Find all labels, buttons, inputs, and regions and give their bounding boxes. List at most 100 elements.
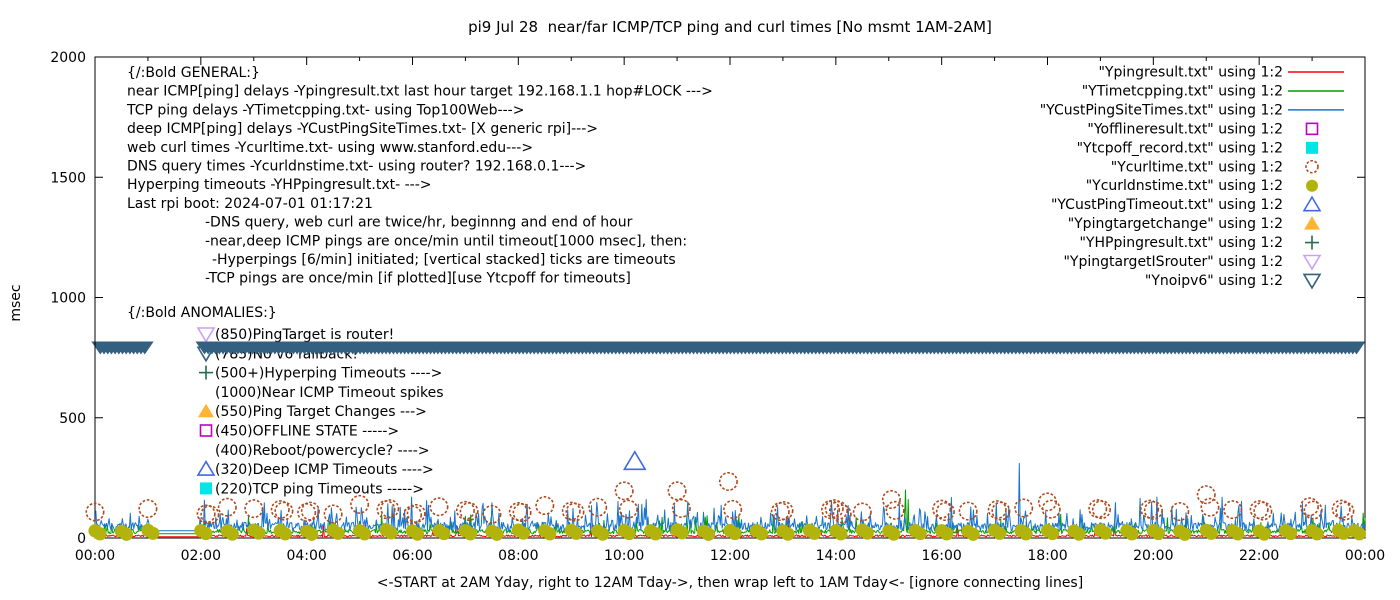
- circle-open-marker: [588, 497, 608, 517]
- circle-open-marker: [1305, 159, 1319, 174]
- x-tick-label: 14:00: [816, 548, 856, 564]
- general-note-line: Hyperping timeouts -YHPpingresult.txt- -…: [127, 177, 432, 193]
- circle-filled-marker: [1178, 527, 1192, 541]
- circle-filled-marker: [966, 527, 980, 541]
- circle-open-marker: [1140, 499, 1160, 519]
- circle-open-marker: [618, 499, 638, 519]
- circle-open-marker: [1331, 499, 1351, 519]
- circle-filled-marker: [331, 526, 345, 540]
- circle-open-marker: [958, 501, 978, 521]
- noipv6-triangle: [1347, 341, 1366, 355]
- circle-open-marker: [244, 499, 264, 519]
- circle-open-marker: [200, 505, 220, 525]
- circle-filled-marker: [93, 527, 107, 541]
- circle-filled-marker: [1310, 527, 1324, 541]
- anomalies-header: {/:Bold ANOMALIES:}: [127, 305, 277, 321]
- legend-label: "Ytcpoff_record.txt" using 1:2: [1077, 140, 1283, 156]
- circle-filled-marker: [1098, 526, 1113, 540]
- circle-open-marker: [614, 481, 634, 501]
- anomaly-note-line: (450)OFFLINE STATE ----->: [215, 424, 399, 440]
- general-note-line: -Hyperpings [6/min] initiated; [vertical…: [212, 252, 676, 268]
- circle-filled-marker: [437, 526, 451, 541]
- triangle-up-filled-marker: [198, 403, 214, 418]
- circle-filled-marker: [675, 526, 689, 540]
- circle-filled-marker: [992, 526, 1007, 540]
- x-tick-label: 04:00: [286, 548, 326, 564]
- y-tick-label: 500: [59, 411, 86, 427]
- in-plot-annotations: {/:Bold GENERAL:} near ICMP[ping] delays …: [126, 65, 713, 497]
- circle-open-marker: [300, 501, 320, 521]
- triangle-up-open-marker: [1302, 195, 1322, 212]
- circle-filled-marker: [1352, 527, 1367, 541]
- circle-open-marker: [1196, 485, 1216, 505]
- circle-open-marker: [196, 504, 216, 524]
- x-tick-label: 06:00: [392, 548, 432, 564]
- circle-open-marker: [274, 501, 294, 521]
- circle-filled-marker: [305, 527, 319, 541]
- circle-filled-marker: [1204, 526, 1218, 540]
- circle-filled-marker: [199, 526, 213, 541]
- y-axis-label: msec: [8, 284, 24, 321]
- noipv6-band: [91, 341, 1366, 355]
- legend-label: "Ycurldnstime.txt" using 1:2: [1086, 178, 1283, 194]
- circle-filled-marker: [728, 526, 742, 541]
- anomaly-note-line: (550)Ping Target Changes --->: [215, 404, 427, 420]
- circle-open-marker: [935, 502, 955, 522]
- legend-label: "YpingtargetISrouter" using 1:2: [1063, 254, 1283, 270]
- circle-open-marker: [1253, 501, 1273, 521]
- legend: "Ypingresult.txt" using 1:2 "YTimetcpping…: [1040, 65, 1344, 290]
- circle-filled-marker: [1019, 527, 1033, 541]
- circle-open-marker: [1041, 499, 1061, 519]
- x-tick-label: 08:00: [498, 548, 538, 564]
- triangle-down-open-marker: [1302, 273, 1322, 290]
- circle-open-marker: [1303, 500, 1323, 520]
- square-filled-marker: [200, 482, 212, 495]
- circle-open-marker: [561, 501, 581, 521]
- legend-label: "Ycurltime.txt" using 1:2: [1111, 159, 1283, 175]
- circle-open-marker: [932, 499, 952, 519]
- circle-filled-marker: [278, 527, 292, 541]
- circle-open-marker: [1200, 497, 1220, 517]
- circle-open-marker: [1143, 500, 1163, 520]
- legend-label: "Yofflineresult.txt" using 1:2: [1087, 121, 1283, 137]
- y-tick-label: 1500: [50, 170, 86, 186]
- circle-open-marker: [832, 504, 852, 524]
- x-axis-label: <-START at 2AM Yday, right to 12AM Tday-…: [377, 575, 1083, 591]
- general-note-line: near ICMP[ping] delays -Ypingresult.txt …: [127, 84, 713, 100]
- circle-open-marker: [774, 501, 794, 521]
- circle-open-marker: [991, 501, 1011, 521]
- circle-filled-marker: [516, 526, 530, 540]
- circle-open-marker: [671, 498, 691, 518]
- circle-open-marker: [459, 502, 479, 522]
- triangle-down-open-marker: [1302, 254, 1322, 271]
- general-note-line: web curl times -Ycurltime.txt- using www…: [127, 140, 533, 156]
- x-tick-label: 02:00: [181, 548, 221, 564]
- circle-filled-marker: [1125, 527, 1139, 541]
- triangle-down-open-marker: [196, 327, 216, 344]
- x-tick-label: 16:00: [921, 548, 961, 564]
- legend-label: "Ypingresult.txt" using 1:2: [1098, 65, 1283, 81]
- square-open-marker: [1305, 122, 1319, 136]
- legend-label: "Ynoipv6" using 1:2: [1145, 273, 1283, 289]
- x-tick-label: 18:00: [1027, 548, 1067, 564]
- circle-open-marker: [535, 496, 555, 516]
- circle-filled-marker: [384, 526, 398, 540]
- circle-filled-marker: [940, 527, 954, 541]
- circle-filled-marker: [860, 526, 874, 540]
- general-note-line: TCP ping delays -YTimetcpping.txt- using…: [126, 102, 524, 118]
- noipv6-triangle: [135, 341, 154, 355]
- x-tick-label: 10:00: [604, 548, 644, 564]
- general-note-line: -DNS query, web curl are twice/hr, begin…: [205, 215, 633, 231]
- circle-filled-marker: [569, 526, 583, 540]
- triangle-up-open-marker: [196, 460, 216, 476]
- circle-filled-marker: [1284, 526, 1298, 541]
- triangle-up-open-marker: [622, 450, 647, 471]
- circle-filled-marker: [357, 527, 372, 541]
- circle-filled-marker: [1045, 526, 1060, 541]
- anomaly-note-line: (400)Reboot/powercycle? ---->: [215, 443, 430, 459]
- y-tick-label: 1000: [50, 291, 86, 307]
- circle-filled-marker: [252, 526, 266, 540]
- general-note-line: -near,deep ICMP pings are once/min until…: [205, 233, 687, 249]
